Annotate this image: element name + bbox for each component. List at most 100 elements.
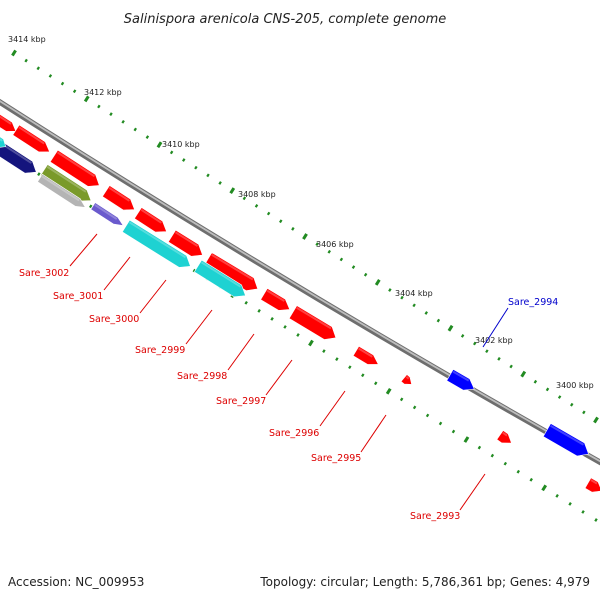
kbp-label-3410: 3410 kbp	[162, 140, 200, 149]
tick-mark	[374, 279, 381, 286]
gene-arrow	[0, 111, 17, 132]
tick-mark	[374, 381, 378, 386]
genome-backbone	[0, 98, 600, 466]
tick-mark	[242, 196, 247, 201]
gene-arrow	[352, 345, 379, 365]
gene-label-sare-2994: Sare_2994	[508, 297, 558, 308]
tick-mark	[451, 429, 456, 434]
tick-mark	[570, 402, 574, 407]
gene-arrow	[12, 124, 51, 153]
gene-arrow	[542, 423, 589, 457]
connector-sare-2998	[227, 333, 255, 371]
tick-mark	[412, 303, 416, 308]
kbp-label-3404: 3404 kbp	[395, 289, 433, 298]
tick-mark	[568, 502, 572, 506]
tick-mark	[97, 104, 101, 109]
tick-mark	[348, 365, 352, 370]
inner-tick-track	[0, 146, 598, 522]
kbp-label-3406: 3406 kbp	[316, 240, 354, 249]
tick-mark	[460, 334, 465, 338]
tick-mark	[145, 135, 150, 139]
tick-mark	[509, 364, 513, 369]
gene-arrow	[121, 219, 191, 268]
kbp-label-3412: 3412 kbp	[84, 88, 122, 97]
tick-mark	[529, 477, 533, 482]
tick-mark	[400, 295, 404, 300]
tick-mark	[541, 484, 548, 492]
tick-mark	[48, 74, 53, 78]
kbp-label-3414: 3414 kbp	[8, 35, 46, 44]
tick-mark	[497, 356, 501, 361]
gene-arrow	[584, 477, 600, 493]
tick-mark	[447, 324, 454, 332]
connector-sare-2996	[319, 390, 346, 427]
gene-label-connectors	[69, 233, 509, 511]
connector-sare-3002	[69, 233, 98, 267]
tick-mark	[244, 300, 248, 305]
gene-arrow	[37, 173, 86, 208]
gene-arrow	[167, 229, 203, 257]
tick-mark	[308, 339, 314, 347]
gene-label-sare-3001: Sare_3001	[53, 291, 103, 302]
tick-mark	[37, 172, 41, 176]
tick-mark	[327, 249, 331, 254]
tick-mark	[516, 469, 520, 474]
tick-mark	[218, 181, 222, 185]
tick-mark	[302, 233, 308, 240]
connector-sare-3001	[103, 256, 131, 291]
tick-mark	[296, 333, 300, 337]
tick-mark	[121, 119, 125, 124]
tick-mark	[182, 158, 186, 162]
connector-sare-3000	[139, 279, 167, 314]
tick-mark	[270, 317, 274, 321]
connector-sare-2997	[265, 359, 293, 396]
tick-mark	[473, 341, 477, 346]
tick-mark	[109, 112, 113, 117]
tick-mark	[133, 127, 137, 132]
tick-mark	[581, 510, 585, 514]
tick-mark	[463, 436, 470, 443]
tick-mark	[194, 165, 198, 170]
gene-arrow	[496, 430, 512, 444]
connector-sare-2993	[459, 473, 486, 511]
tick-mark	[361, 373, 365, 378]
gene-label-sare-2999: Sare_2999	[135, 345, 185, 356]
tick-mark	[279, 219, 283, 224]
tick-mark	[257, 309, 261, 313]
genome-summary-text: Topology: circular; Length: 5,786,361 bp…	[259, 575, 590, 589]
gene-arrow	[90, 202, 124, 227]
tick-mark	[60, 81, 65, 86]
tick-mark	[88, 204, 93, 209]
gene-labels: Sare_3002 Sare_3001 Sare_3000 Sare_2999 …	[19, 268, 558, 522]
connector-sare-2999	[185, 309, 213, 345]
gene-arrow	[288, 305, 337, 340]
gene-arrow	[0, 139, 37, 174]
tick-mark	[315, 242, 319, 247]
tick-mark	[438, 421, 443, 426]
tick-mark	[36, 66, 40, 71]
tick-mark	[24, 58, 28, 63]
gene-label-sare-3000: Sare_3000	[89, 314, 139, 325]
tick-mark	[520, 370, 527, 378]
gene-features	[0, 111, 600, 493]
tick-mark	[425, 413, 430, 418]
tick-mark	[412, 405, 417, 410]
kbp-labels: 3414 kbp 3412 kbp 3410 kbp 3408 kbp 3406…	[8, 35, 594, 390]
connector-sare-2994	[482, 307, 509, 348]
tick-mark	[206, 173, 210, 178]
gene-arrow	[260, 288, 291, 311]
tick-mark	[283, 325, 287, 329]
gene-arrow	[400, 374, 413, 385]
tick-mark	[169, 150, 174, 155]
kbp-label-3402: 3402 kbp	[475, 336, 513, 345]
tick-mark	[582, 410, 586, 415]
tick-mark	[385, 387, 392, 395]
kbp-label-3400: 3400 kbp	[556, 381, 594, 390]
tick-mark	[351, 265, 356, 269]
tick-mark	[424, 311, 428, 315]
gene-arrow	[134, 207, 167, 233]
tick-mark	[436, 318, 441, 323]
tick-mark	[388, 288, 392, 292]
tick-mark	[229, 187, 236, 194]
